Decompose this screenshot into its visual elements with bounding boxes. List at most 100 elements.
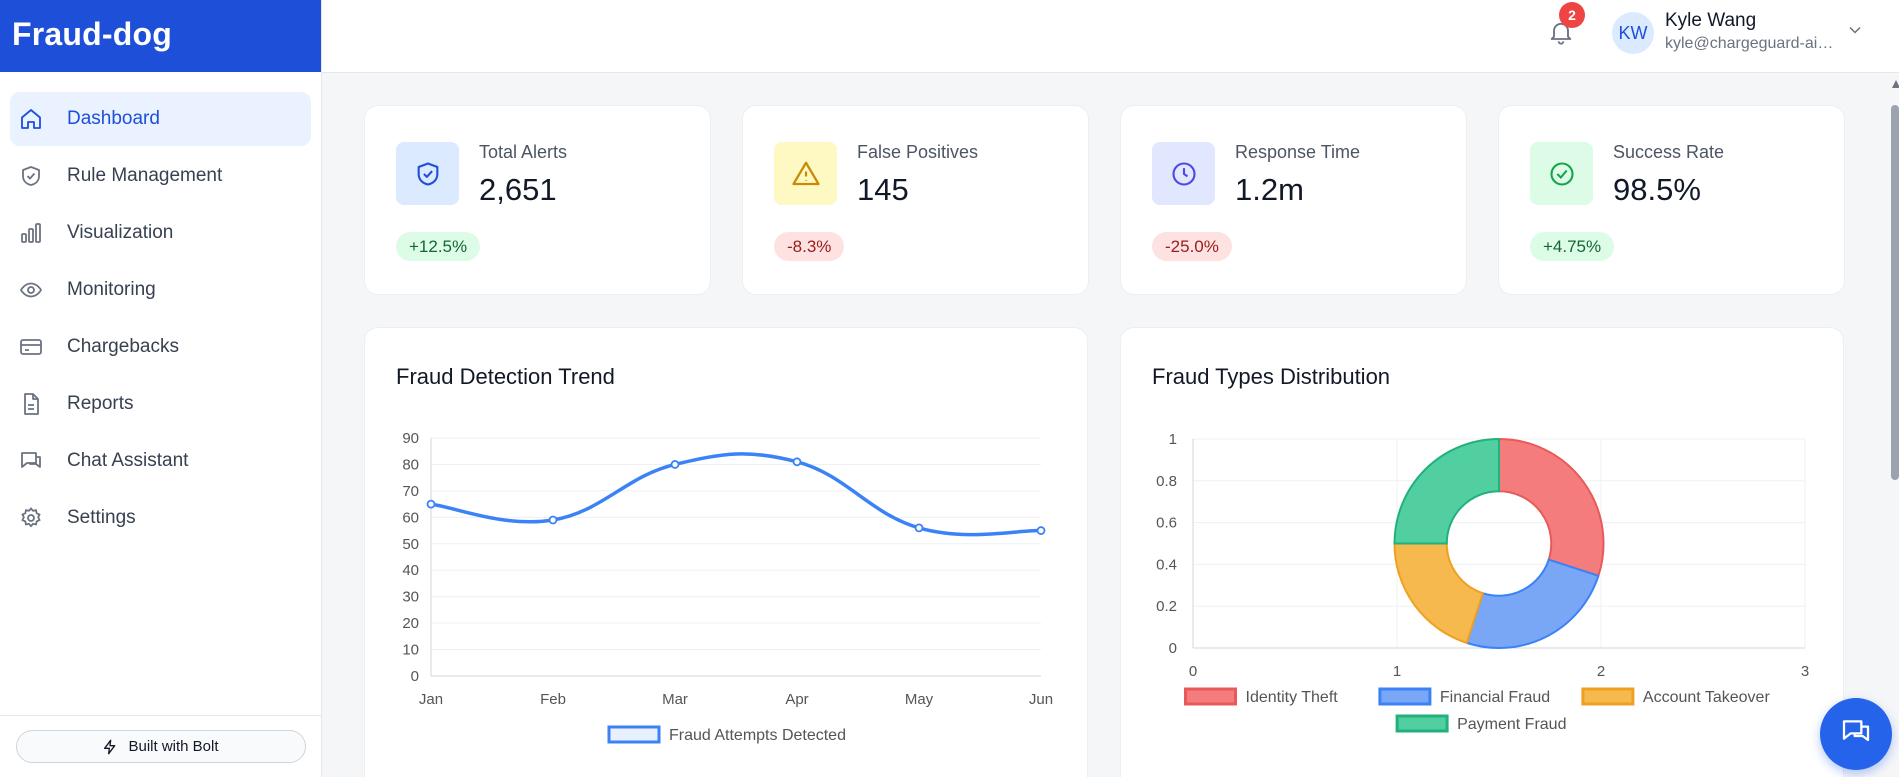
chat-bubble-icon (1840, 716, 1872, 753)
x-tick-label: Feb (540, 691, 566, 708)
sidebar-item-label: Chat Assistant (67, 450, 188, 472)
stat-change-badge: +4.75% (1530, 232, 1614, 261)
data-point (672, 461, 679, 468)
sidebar-item-dashboard[interactable]: Dashboard (10, 92, 311, 146)
chat-icon (18, 448, 44, 474)
x-tick-label: 3 (1801, 663, 1809, 680)
y-tick-label: 10 (402, 642, 419, 659)
x-tick-label: Mar (662, 691, 688, 708)
user-email: kyle@chargeguard-ai.... (1665, 35, 1835, 53)
scrollbar-thumb[interactable] (1891, 105, 1899, 480)
y-tick-label: 0.8 (1156, 473, 1177, 490)
y-tick-label: 20 (402, 615, 419, 632)
y-tick-label: 80 (402, 456, 419, 473)
y-tick-label: 50 (402, 536, 419, 553)
file-icon (18, 391, 44, 417)
legend-swatch (1583, 689, 1633, 704)
gear-icon (18, 505, 44, 531)
legend-label: Payment Fraud (1457, 716, 1566, 733)
y-tick-label: 0 (411, 668, 419, 685)
sidebar-item-rule-management[interactable]: Rule Management (10, 149, 311, 203)
x-tick-label: Jun (1029, 691, 1053, 708)
sidebar-item-label: Visualization (67, 222, 173, 244)
pie-slice (1395, 544, 1483, 643)
data-point (1038, 527, 1045, 534)
x-tick-label: 0 (1189, 663, 1197, 680)
sidebar-footer: Built with Bolt (0, 715, 321, 777)
built-with-bolt-label: Built with Bolt (128, 738, 218, 755)
stat-card-response-time: Response Time 1.2m -25.0% (1120, 105, 1467, 295)
bolt-icon (102, 739, 118, 755)
series-line (431, 454, 1041, 535)
y-tick-label: 1 (1169, 431, 1177, 448)
pie-slice (1499, 439, 1604, 576)
credit-card-icon (18, 334, 44, 360)
clock-icon (1152, 142, 1215, 205)
pie-chart: 00.20.40.60.810 1 2 3Identity Theft Financia… (1121, 328, 1845, 777)
chevron-down-icon[interactable] (1845, 20, 1865, 45)
sidebar-item-label: Rule Management (67, 165, 222, 187)
sidebar-item-label: Chargebacks (67, 336, 179, 358)
scroll-up-arrow[interactable] (1892, 80, 1899, 88)
sidebar-item-settings[interactable]: Settings (10, 491, 311, 545)
line-chart: 0 10 20 30 40 50 60 70 80 90 Jan Feb Mar Apr May Jun Fra… (365, 328, 1089, 777)
sidebar-item-label: Settings (67, 507, 136, 529)
data-point (428, 501, 435, 508)
chart-legend: Identity Theft Financial Fraud Account Tak… (1186, 689, 1771, 733)
sidebar-nav: Dashboard Rule Management Visualization … (0, 72, 321, 545)
shield-icon (396, 142, 459, 205)
y-tick-label: 30 (402, 589, 419, 606)
built-with-bolt-button[interactable]: Built with Bolt (16, 730, 306, 763)
top-header: 2 KW Kyle Wang kyle@chargeguard-ai.... (322, 0, 1899, 73)
stat-label: Success Rate (1613, 142, 1724, 163)
stat-value: 2,651 (479, 172, 557, 208)
y-tick-label: 0 (1169, 640, 1177, 657)
stat-value: 1.2m (1235, 172, 1304, 208)
legend-swatch (1186, 689, 1236, 704)
sidebar-item-visualization[interactable]: Visualization (10, 206, 311, 260)
data-point (916, 524, 923, 531)
sidebar: Fraud-dog Dashboard Rule Management Visu… (0, 0, 322, 777)
user-name: Kyle Wang (1665, 10, 1756, 32)
sidebar-item-reports[interactable]: Reports (10, 377, 311, 431)
legend-swatch (609, 727, 659, 742)
legend-swatch (1397, 716, 1447, 731)
fraud-types-distribution-card: Fraud Types Distribution 0 0.2 0.4 0.6 0.8 1 0… (1120, 327, 1844, 777)
data-point (550, 516, 557, 523)
y-tick-label: 90 (402, 430, 419, 447)
y-tick-label: 70 (402, 483, 419, 500)
brand-logo[interactable]: Fraud-dog (0, 0, 321, 72)
sidebar-item-label: Monitoring (67, 279, 156, 301)
stat-change-badge: -8.3% (774, 232, 844, 261)
notification-badge: 2 (1559, 2, 1585, 28)
stat-change-badge: +12.5% (396, 232, 480, 261)
shield-check-icon (18, 163, 44, 189)
legend-label: Financial Fraud (1440, 689, 1550, 706)
stat-card-false-positives: False Positives 145 -8.3% (742, 105, 1089, 295)
legend-label: Account Takeover (1643, 689, 1771, 706)
check-circle-icon (1530, 142, 1593, 205)
sidebar-item-monitoring[interactable]: Monitoring (10, 263, 311, 317)
sidebar-item-chat-assistant[interactable]: Chat Assistant (10, 434, 311, 488)
chart-legend: Fraud Attempts Detected (609, 727, 846, 744)
stat-value: 98.5% (1613, 172, 1701, 208)
y-tick-label: 60 (402, 509, 419, 526)
stat-label: False Positives (857, 142, 978, 163)
fraud-detection-trend-card: Fraud Detection Trend 0 10 20 30 40 50 60 70 80 9… (364, 327, 1088, 777)
sidebar-item-label: Reports (67, 393, 134, 415)
stat-card-success-rate: Success Rate 98.5% +4.75% (1498, 105, 1845, 295)
pie-slice (1467, 560, 1599, 648)
stat-card-total-alerts: Total Alerts 2,651 +12.5% (364, 105, 711, 295)
stat-label: Response Time (1235, 142, 1360, 163)
y-tick-label: 0.4 (1156, 556, 1177, 573)
sidebar-item-chargebacks[interactable]: Chargebacks (10, 320, 311, 374)
chat-assistant-button[interactable] (1820, 698, 1892, 770)
legend-label: Identity Theft (1246, 689, 1339, 706)
y-tick-label: 40 (402, 562, 419, 579)
pie-slice (1395, 439, 1500, 544)
bar-chart-icon (18, 220, 44, 246)
stat-label: Total Alerts (479, 142, 567, 163)
home-icon (18, 106, 44, 132)
x-tick-label: May (905, 691, 934, 708)
avatar[interactable]: KW (1612, 12, 1654, 54)
